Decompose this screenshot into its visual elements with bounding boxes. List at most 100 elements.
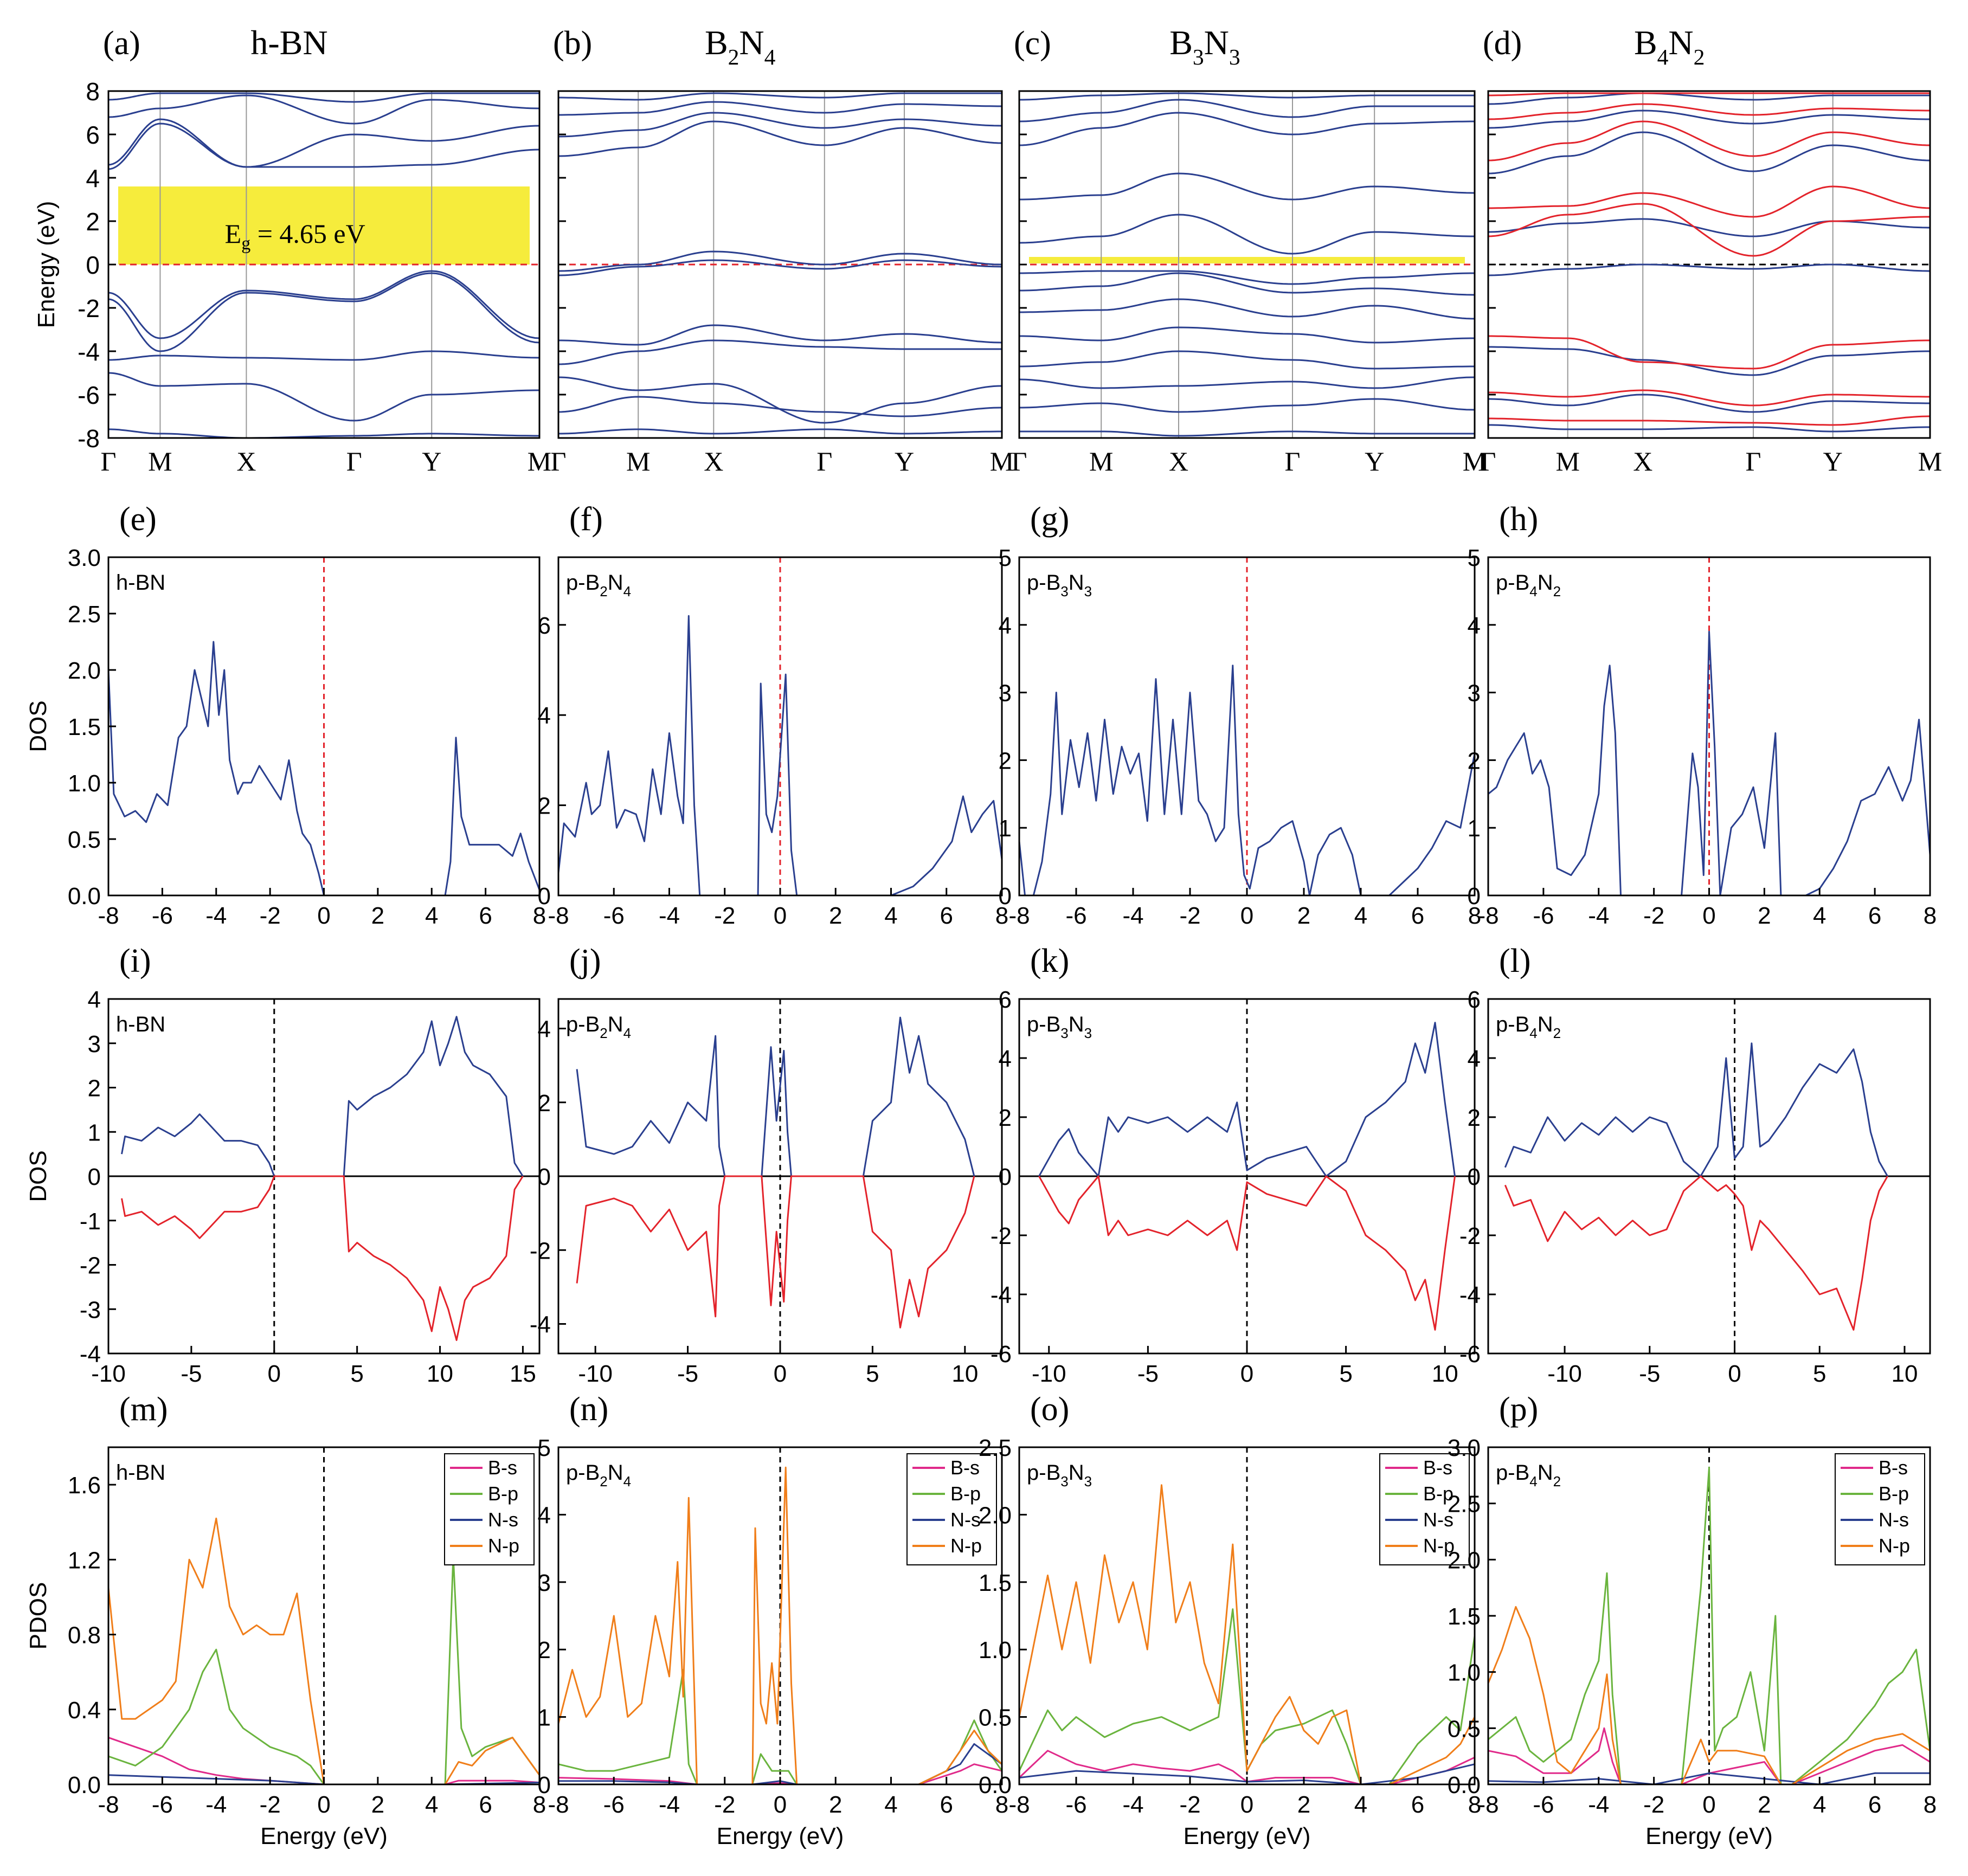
x-tick-label: 10	[951, 1361, 978, 1387]
x-tick-label: 8	[1924, 902, 1937, 929]
x-tick-label: -10	[578, 1361, 613, 1387]
k-point-label: X	[704, 446, 723, 476]
formula-part: N	[739, 23, 764, 62]
x-tick-label: 2	[371, 902, 384, 929]
y-tick-label: 0.5	[979, 1705, 1012, 1731]
x-tick-label: -2	[260, 1791, 281, 1818]
k-point-label: Γ	[1012, 446, 1027, 476]
y-tick-label: 4	[86, 164, 100, 192]
band-up-5	[1488, 218, 1930, 237]
y-tick-label: -2	[80, 1253, 101, 1279]
y-tick-label: -6	[1459, 1341, 1481, 1368]
k-point-label: M	[990, 446, 1014, 476]
panel-label: (b)	[553, 25, 592, 62]
k-point-label: Γ	[1285, 446, 1301, 476]
formula-part: N	[1069, 571, 1084, 595]
band-up-8	[1488, 92, 1930, 105]
formula-part: 2	[728, 44, 739, 69]
x-tick-label: 2	[829, 902, 842, 929]
x-tick-label: -10	[91, 1361, 126, 1387]
x-tick-label: -8	[1477, 1791, 1498, 1818]
formula-part: N	[1538, 1461, 1553, 1485]
x-tick-label: -2	[714, 1791, 735, 1818]
k-point-label: M	[148, 446, 172, 476]
panel-label: (m)	[119, 1391, 168, 1428]
k-point-label: Y	[422, 446, 441, 476]
band-up-2	[1488, 346, 1930, 376]
x-tick-label: 2	[371, 1791, 384, 1818]
dos-curves	[1038, 1022, 1456, 1331]
formula-part: p-B	[1027, 1461, 1060, 1485]
band-structure-panel-d: (d) B4N2 Γ M X Γ Y M	[1481, 23, 1943, 476]
dos-panel-o: (o)p-B3N3-8 -6 -4 -2 0 2 4 6 80.00.51.01.52.02.5…	[979, 1391, 1481, 1849]
y-tick-label: 3.0	[68, 545, 101, 571]
panel-label: (p)	[1499, 1391, 1538, 1428]
annotation-part: = 4.65 eV	[250, 218, 365, 249]
dos-curves	[1019, 1484, 1475, 1784]
dos-curve-N-p	[108, 1517, 539, 1784]
panel-label: (k)	[1030, 943, 1069, 979]
x-tick-label: 0	[268, 1361, 281, 1387]
y-tick-label: 2.5	[68, 601, 101, 628]
y-tick-label: 0.4	[68, 1697, 101, 1724]
y-tick-label: 1.0	[979, 1637, 1012, 1664]
x-tick-label: 8	[995, 902, 1008, 929]
y-tick-label: 6	[538, 613, 551, 639]
x-tick-label: 6	[479, 902, 492, 929]
y-tick-label: -4	[530, 1312, 551, 1338]
x-tick-label: 6	[940, 1791, 953, 1818]
k-point-label: X	[1169, 446, 1188, 476]
dos-curve-B-p	[1488, 1466, 1930, 1784]
dos-curve-N-p	[1488, 1606, 1930, 1784]
dos-panel-m: (m) h-BN -8 -6 -4 -2 0 2 4 6 8 0.0 0.4 0.8 1.2 1.6 PDOS E…	[25, 1391, 546, 1849]
x-tick-label: 4	[884, 902, 897, 929]
band-up-3	[1488, 394, 1930, 413]
x-tick-label: 8	[1468, 1791, 1481, 1818]
y-tick-label: -2	[1459, 1223, 1481, 1249]
panel-label: (j)	[569, 943, 601, 979]
legend-label: B-s	[1879, 1456, 1908, 1479]
y-tick-label: 8	[86, 78, 100, 106]
panel-title: B4N2	[1634, 23, 1705, 69]
y-tick-label: 3.0	[1448, 1435, 1481, 1461]
formula-part: 4	[623, 1025, 631, 1041]
panel-inner-label: p-B2N4	[566, 571, 631, 599]
formula-part: 3	[1060, 1025, 1068, 1041]
band-CB5	[1019, 92, 1475, 101]
x-tick-label: 4	[1354, 1791, 1367, 1818]
y-tick-label: -6	[78, 381, 100, 409]
y-tick-label: 2.5	[979, 1435, 1012, 1461]
y-tick-label: 4	[538, 1016, 551, 1043]
x-tick-label: 4	[884, 1791, 897, 1818]
band-VB4	[108, 372, 539, 422]
x-tick-label: 10	[1892, 1361, 1918, 1387]
band-VB3	[108, 350, 539, 361]
x-tick-label: 6	[1868, 1791, 1881, 1818]
y-tick-label: 4	[999, 613, 1012, 639]
dos-curve-spin-down	[1038, 1175, 1456, 1331]
k-point-label: Y	[895, 446, 914, 476]
band-gap-region	[118, 186, 530, 265]
dos-curves	[576, 1016, 975, 1329]
x-tick-label: -4	[659, 902, 680, 929]
y-tick-label: 0.0	[979, 1772, 1012, 1798]
y-tick-label: 2	[1468, 747, 1481, 774]
x-tick-label: -6	[1533, 1791, 1554, 1818]
panel-label: (g)	[1030, 501, 1069, 538]
formula-part: 3	[1193, 44, 1204, 69]
y-tick-label: 5	[999, 545, 1012, 571]
x-tick-label: -4	[1122, 1791, 1143, 1818]
panel-inner-label: p-B3N3	[1027, 1461, 1092, 1490]
band-VB8	[1019, 430, 1475, 437]
dos-curve-spin-up	[121, 1016, 524, 1177]
formula-part: 3	[1084, 1473, 1092, 1490]
y-tick-label: 2.0	[979, 1502, 1012, 1529]
band-VB1	[108, 270, 539, 339]
panel-label: (f)	[569, 501, 603, 538]
y-axis-label: DOS	[25, 700, 52, 752]
k-point-label: Y	[1365, 446, 1384, 476]
panel-title: B2N4	[705, 23, 776, 69]
panel-inner-label: p-B4N2	[1496, 1013, 1561, 1041]
